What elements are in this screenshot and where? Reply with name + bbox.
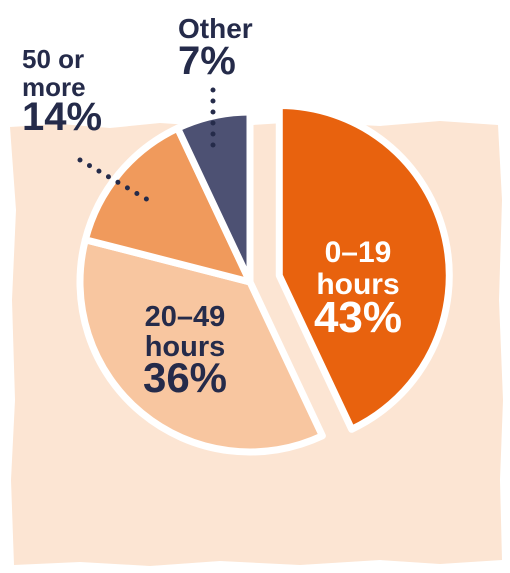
- slice-label-line: 20–49: [145, 301, 226, 333]
- slice-percent-label: 7%: [178, 39, 236, 83]
- slice-percent-label: 43%: [314, 293, 402, 342]
- slice-0-19-hours: [275, 101, 453, 433]
- slice-label-line: hours: [145, 331, 226, 363]
- slice-percent-label: 36%: [143, 354, 227, 401]
- slice-label-line: Other: [178, 13, 253, 44]
- slice-label-line: more: [22, 72, 86, 102]
- slice-label-line: 50 or: [22, 44, 84, 74]
- slice-other: [174, 108, 254, 286]
- slice-percent-label: 14%: [22, 95, 102, 139]
- leader-line-50-or-more: [77, 157, 151, 203]
- slice-label-line: 0–19: [325, 236, 392, 269]
- pie-slices: [76, 101, 453, 456]
- slice-20-49-hours: [76, 236, 326, 456]
- leader-lines: [77, 87, 216, 203]
- slice-50-or-more: [81, 124, 254, 286]
- slice-label-line: hours: [316, 268, 399, 301]
